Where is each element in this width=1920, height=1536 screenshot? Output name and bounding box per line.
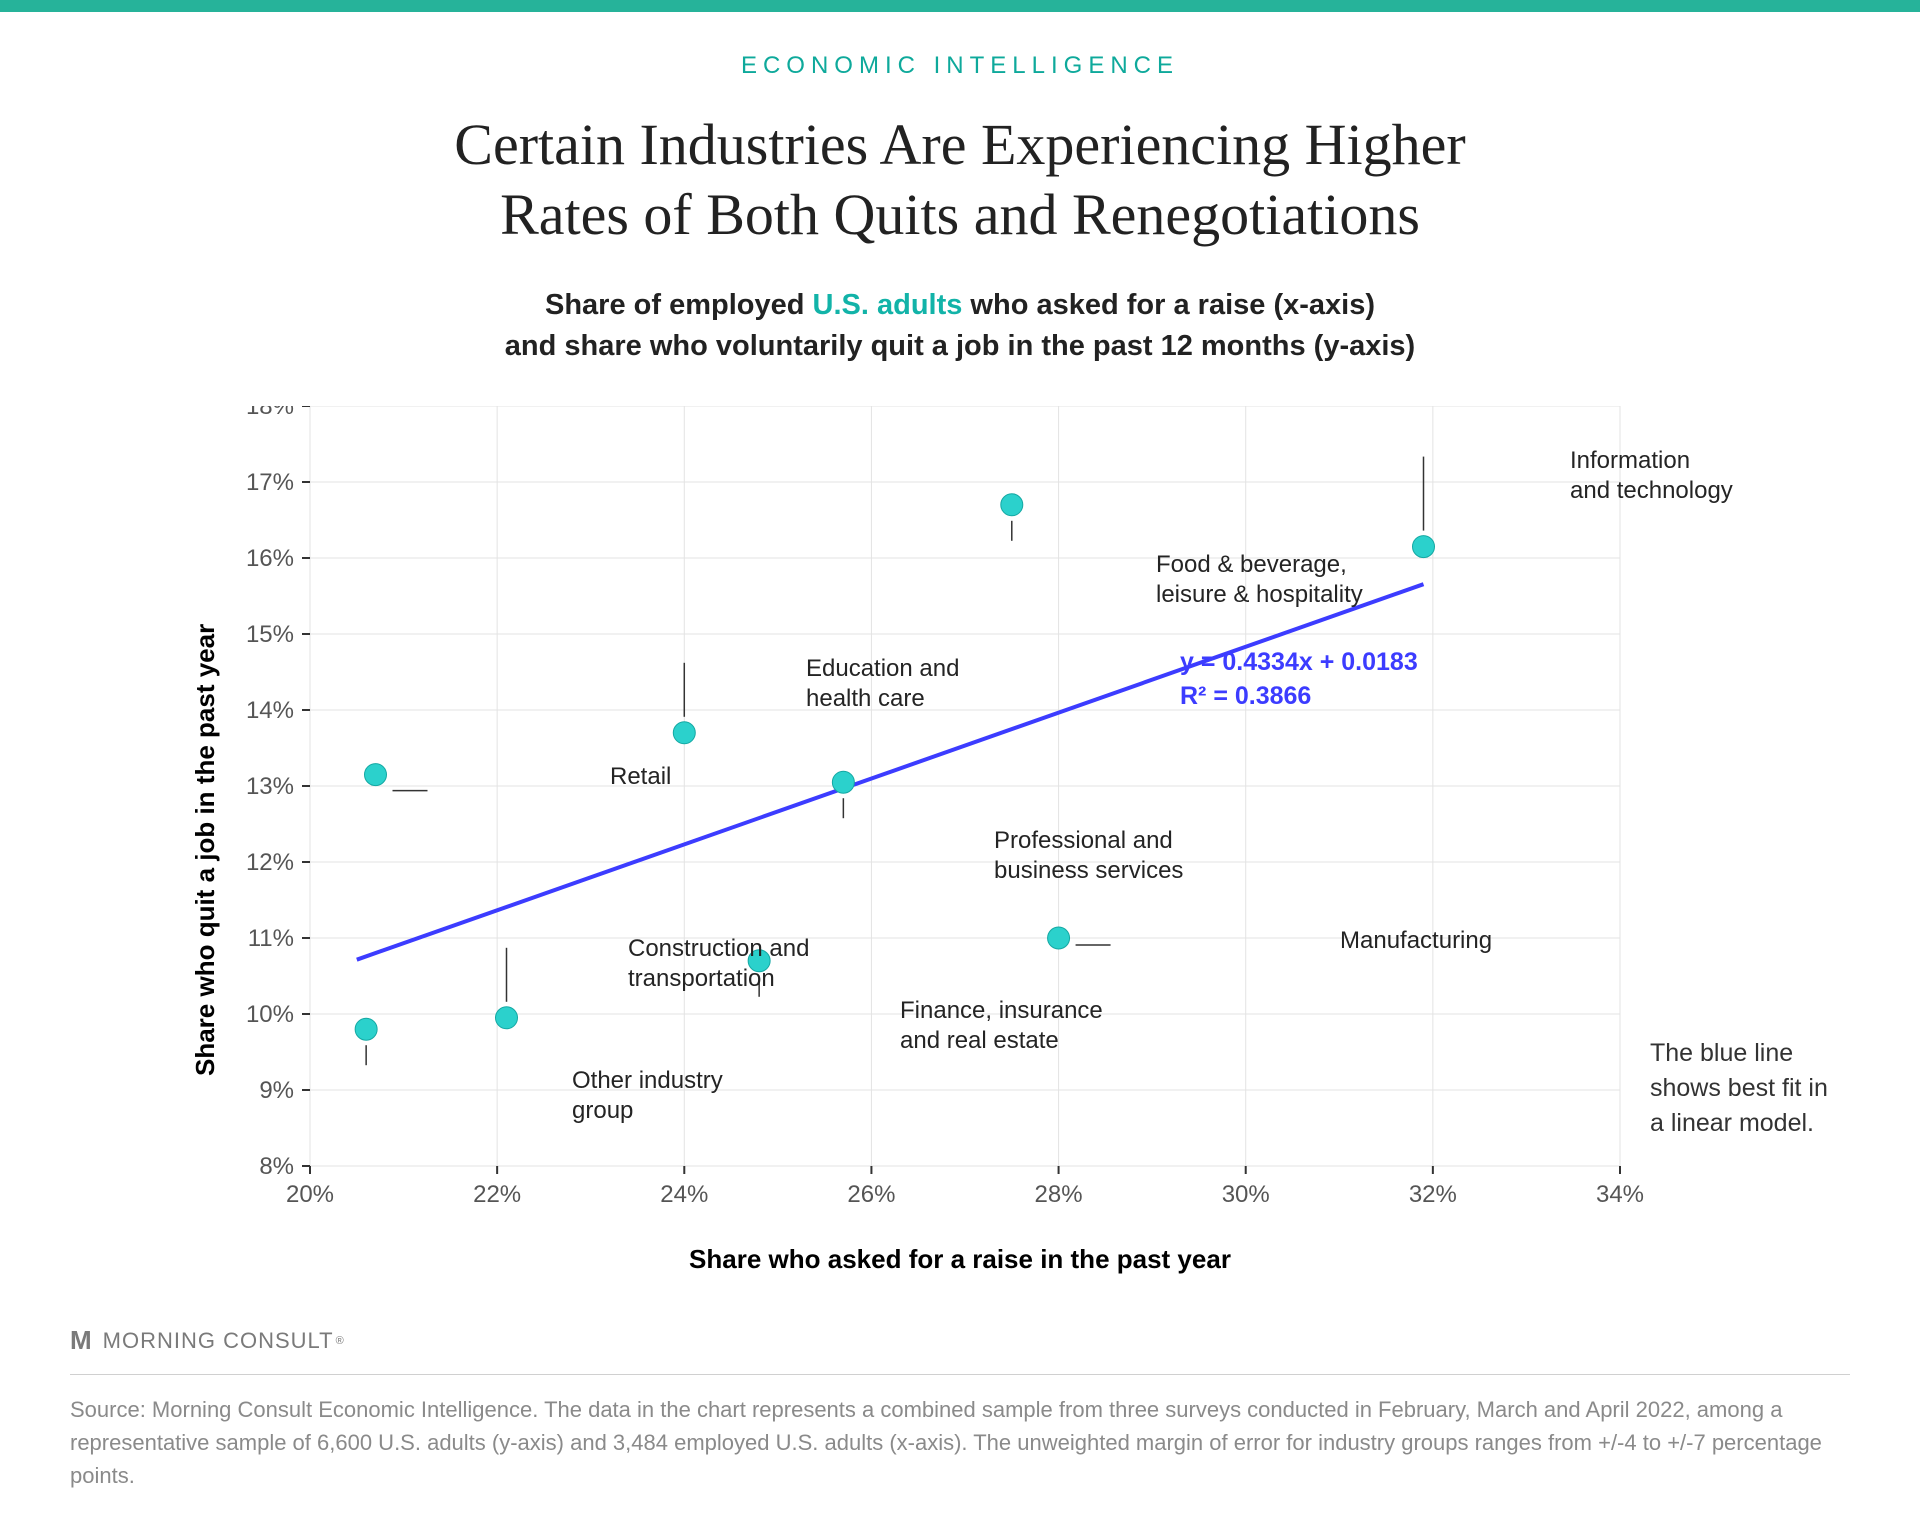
svg-text:30%: 30% (1222, 1181, 1270, 1208)
subtitle-post: who asked for a raise (x-axis) (962, 289, 1375, 321)
svg-text:16%: 16% (246, 545, 294, 572)
trademark-icon: ® (336, 1335, 345, 1347)
accent-top-bar (0, 0, 1920, 12)
title-line-2: Rates of Both Quits and Renegotiations (500, 182, 1420, 247)
svg-text:15%: 15% (246, 621, 294, 648)
data-point-label: Food & beverage,leisure & hospitality (1156, 550, 1363, 610)
note-line-1: The blue line (1650, 1036, 1828, 1071)
chart-container: ECONOMIC INTELLIGENCE Certain Industries… (0, 12, 1920, 1492)
scatter-plot-svg: 8% 9% 10% 11% 12% 13% 14% 15% 16% 17% 18% 20% 22% 24%… (70, 406, 1920, 1226)
equation-line-2: R² = 0.3866 (1180, 680, 1418, 714)
svg-text:8%: 8% (259, 1153, 294, 1180)
svg-text:22%: 22% (473, 1181, 521, 1208)
source-text: Source: Morning Consult Economic Intelli… (70, 1393, 1850, 1492)
note-line-3: a linear model. (1650, 1106, 1828, 1141)
chart-subtitle: Share of employed U.S. adults who asked … (70, 285, 1850, 366)
note-line-2: shows best fit in (1650, 1071, 1828, 1106)
svg-text:34%: 34% (1596, 1181, 1644, 1208)
subtitle-pre: Share of employed (545, 289, 813, 321)
svg-text:13%: 13% (246, 773, 294, 800)
svg-text:28%: 28% (1035, 1181, 1083, 1208)
brand-logo: M MORNING CONSULT® (70, 1325, 1850, 1356)
svg-text:10%: 10% (246, 1001, 294, 1028)
logo-mark-icon: M (70, 1325, 93, 1356)
svg-text:32%: 32% (1409, 1181, 1457, 1208)
chart-title: Certain Industries Are Experiencing High… (210, 110, 1710, 249)
y-axis-label: Share who quit a job in the past year (190, 624, 221, 1076)
subtitle-highlight: U.S. adults (813, 289, 963, 321)
logo-text: MORNING CONSULT (103, 1328, 334, 1354)
title-line-1: Certain Industries Are Experiencing High… (454, 112, 1465, 177)
data-point-label: Professional andbusiness services (994, 826, 1183, 886)
data-point-label: Retail (610, 762, 671, 792)
data-point-label: Informationand technology (1570, 446, 1733, 506)
trend-line-note: The blue line shows best fit in a linear… (1650, 1036, 1828, 1141)
svg-text:11%: 11% (248, 925, 294, 952)
x-axis-label: Share who asked for a raise in the past … (70, 1244, 1850, 1275)
footer-divider (70, 1374, 1850, 1375)
svg-text:12%: 12% (246, 849, 294, 876)
chart-plot-area: Share who quit a job in the past year 8%… (70, 406, 1920, 1226)
subtitle-line-2: and share who voluntarily quit a job in … (505, 330, 1415, 362)
data-point-label: Construction andtransportation (628, 934, 809, 994)
svg-text:24%: 24% (660, 1181, 708, 1208)
svg-text:9%: 9% (259, 1077, 294, 1104)
data-point-label: Education andhealth care (806, 654, 959, 714)
regression-equation: y = 0.4334x + 0.0183 R² = 0.3866 (1180, 646, 1418, 714)
svg-text:18%: 18% (246, 406, 294, 420)
data-point-label: Manufacturing (1340, 926, 1492, 956)
svg-text:20%: 20% (286, 1181, 334, 1208)
svg-text:17%: 17% (246, 469, 294, 496)
data-point-label: Other industrygroup (572, 1066, 723, 1126)
data-point-label: Finance, insuranceand real estate (900, 996, 1103, 1056)
svg-text:14%: 14% (246, 697, 294, 724)
eyebrow: ECONOMIC INTELLIGENCE (70, 52, 1850, 80)
svg-text:26%: 26% (847, 1181, 895, 1208)
equation-line-1: y = 0.4334x + 0.0183 (1180, 646, 1418, 680)
